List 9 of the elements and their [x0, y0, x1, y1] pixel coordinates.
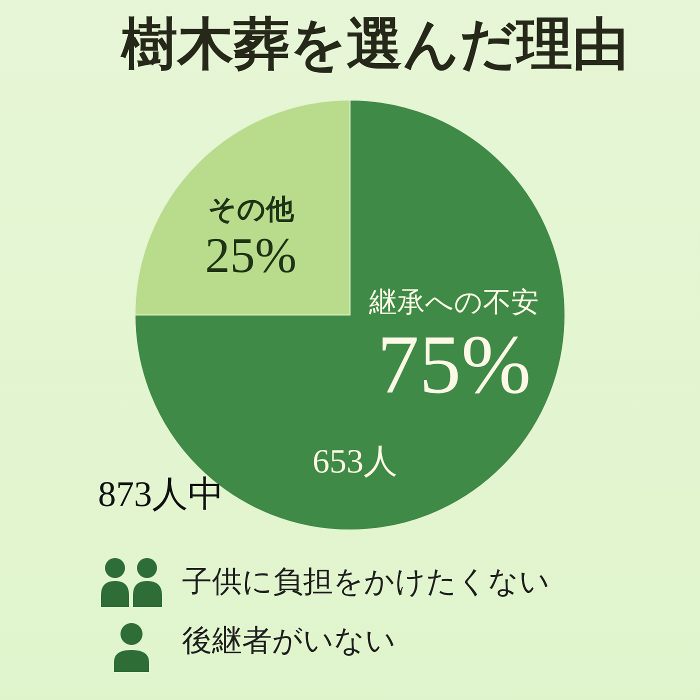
slice-label: その他 — [208, 194, 295, 226]
slice-label: 継承への不安 — [368, 288, 540, 319]
data-label: 75% — [377, 318, 532, 412]
text: 873人中 — [98, 474, 224, 514]
text: 653人 — [312, 444, 398, 480]
text: 子供に負担をかけたくない — [182, 566, 550, 598]
chart-title: 樹木葬を選んだ理由 — [120, 14, 628, 76]
data-label: 25% — [205, 226, 297, 283]
text: 後継者がいない — [182, 624, 396, 658]
